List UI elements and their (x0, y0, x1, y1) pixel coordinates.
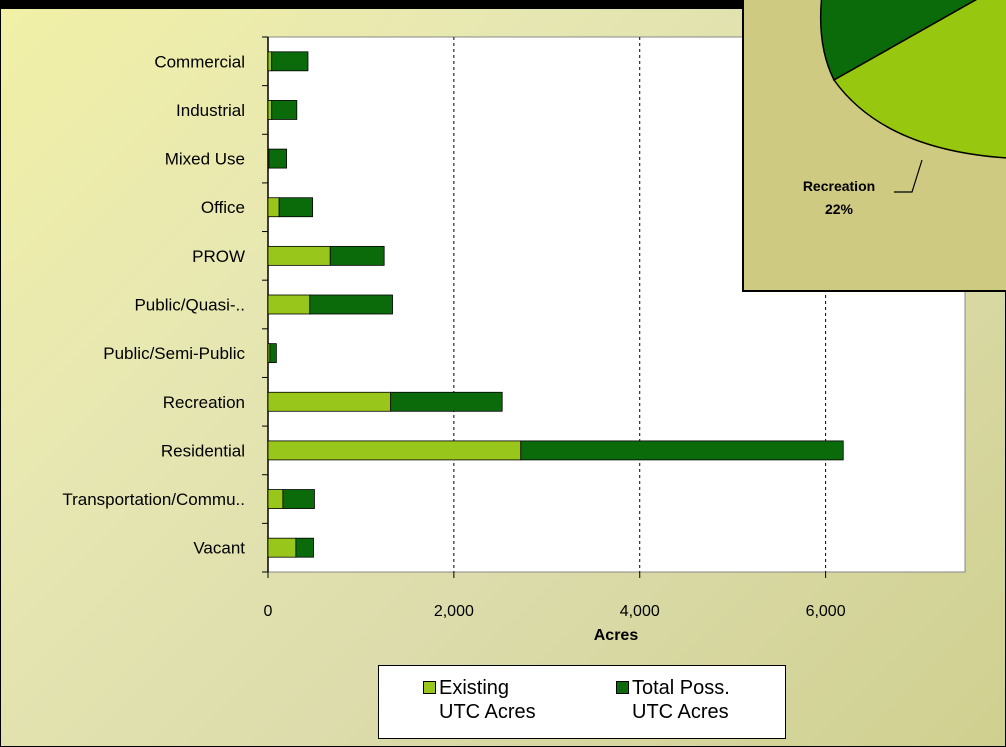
bar-existing (267, 440, 522, 461)
category-label: Vacant (193, 539, 245, 558)
legend-swatch-total (616, 681, 629, 694)
bar-existing (267, 245, 331, 266)
bar-existing (267, 489, 284, 509)
category-label: Office (201, 198, 245, 217)
bar-total (271, 51, 309, 72)
x-tick-label: 4,000 (620, 603, 660, 620)
category-label: Industrial (176, 101, 245, 120)
bar-total (390, 391, 503, 412)
category-label: Commercial (154, 52, 245, 71)
bar-total (269, 343, 277, 364)
pie-label-name: Recreation (802, 178, 876, 194)
bar-existing (267, 391, 392, 412)
legend-swatch-existing (423, 681, 436, 694)
category-label: Public/Semi-Public (103, 344, 245, 363)
bar-existing (267, 537, 297, 558)
pie-label-leader (894, 159, 923, 193)
category-label: PROW (192, 247, 245, 266)
x-axis-title: Acres (594, 627, 639, 644)
category-label: Recreation (163, 393, 245, 412)
bar-existing (267, 197, 280, 218)
bar-existing (267, 100, 273, 120)
pie-label-value: 22% (824, 201, 854, 217)
x-tick-label: 0 (264, 603, 273, 620)
bar-total (329, 245, 385, 266)
pie-chart-inset: Recreation 22% (742, 0, 1006, 292)
x-tick-label: 2,000 (434, 603, 474, 620)
bar-total (268, 148, 287, 169)
bar-total (520, 440, 844, 461)
category-label: Mixed Use (165, 150, 245, 169)
pie-slice-dark (819, 0, 978, 82)
legend-label-total-line2: UTC Acres (632, 701, 729, 723)
legend: Existing UTC Acres Total Poss. UTC Acres (378, 665, 786, 739)
legend-label-existing-line1: Existing (439, 677, 510, 699)
bar-total (295, 537, 314, 558)
bar-total (271, 100, 298, 120)
bar-existing (267, 294, 311, 315)
legend-label-existing-line2: UTC Acres (439, 701, 536, 723)
bar-total (309, 294, 393, 315)
bar-existing (267, 51, 273, 72)
category-label: Transportation/Commu.. (62, 490, 245, 509)
top-border (0, 0, 1006, 9)
category-label: Residential (161, 441, 245, 460)
category-label: Public/Quasi-.. (134, 296, 245, 315)
pie-slice-recreation (832, 0, 1006, 159)
bar-total (278, 197, 314, 218)
x-tick-label: 6,000 (806, 603, 846, 620)
bar-total (282, 489, 315, 509)
pie-chart (819, 0, 1006, 193)
legend-label-total-line1: Total Poss. (632, 677, 730, 699)
